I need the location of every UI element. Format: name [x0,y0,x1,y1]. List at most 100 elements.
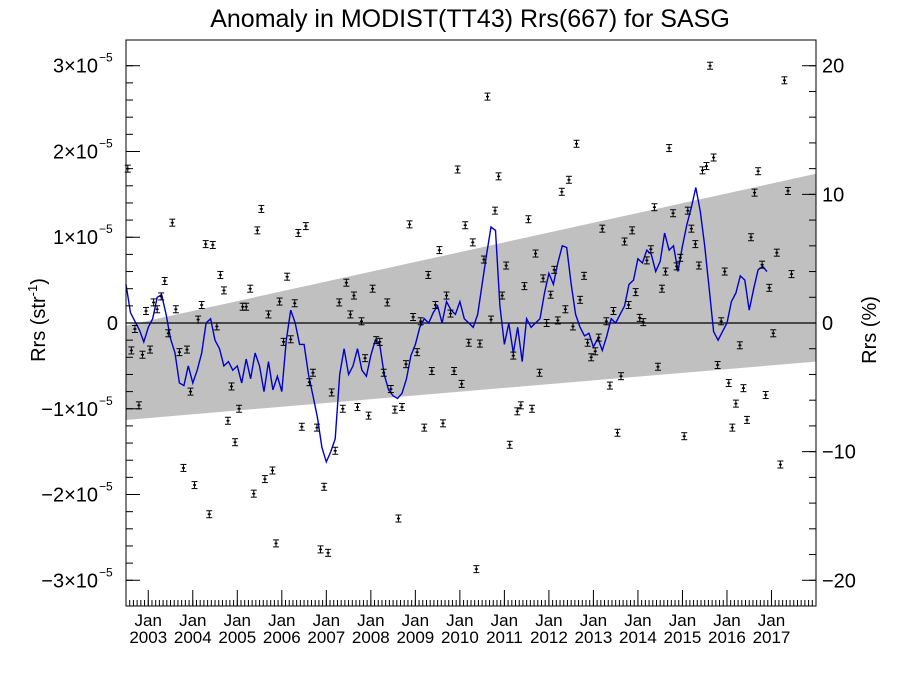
data-point [484,92,491,101]
data-point [258,204,265,213]
data-point [499,291,506,300]
y-tick-label: −2×10 [41,485,98,507]
x-tick-year: 2006 [263,628,301,647]
x-tick-year: 2009 [396,628,434,647]
data-point [232,438,239,447]
data-point [336,298,343,307]
data-point [339,404,346,413]
data-points-layer [124,61,795,574]
data-point [492,206,499,215]
x-tick-year: 2017 [753,628,791,647]
y-tick-exponent: −5 [99,480,113,494]
x-tick-year: 2003 [129,628,167,647]
data-point [654,362,661,371]
data-point [762,391,769,400]
data-point [562,305,569,314]
data-point [147,345,154,354]
x-tick-year: 2015 [664,628,702,647]
x-tick-month: Jan [535,611,562,630]
data-point [128,346,135,355]
data-point [387,385,394,394]
data-point [736,341,743,350]
data-point [198,300,205,309]
data-point [176,348,183,357]
x-tick-month: Jan [224,611,251,630]
data-point [172,305,179,314]
data-point [788,270,795,279]
data-point [369,284,376,293]
data-point [195,315,202,324]
data-point [525,215,532,224]
left-y-ticks-layer: 3×10 −52×10 −51×10 −50−1×10 −5−2×10 −5−3×10 −5 [41,51,140,592]
data-point [380,368,387,377]
y-tick-label: −1×10 [41,399,98,421]
data-point [677,253,684,262]
data-point [569,322,576,331]
data-point [143,306,150,315]
data-point [721,267,728,276]
data-point [488,315,495,324]
data-point [328,388,335,397]
data-point [503,261,510,270]
data-point [699,166,706,175]
x-tick-year: 2011 [486,628,523,647]
data-point [766,283,773,292]
data-point [725,379,732,388]
data-point [421,423,428,432]
data-point [131,325,138,334]
y-tick-exponent: −5 [99,51,113,65]
data-point [643,256,650,265]
data-point [662,267,669,276]
data-point [565,175,572,184]
data-point [581,271,588,280]
x-tick-year: 2012 [530,628,568,647]
data-point [458,379,465,388]
data-point [391,405,398,414]
data-point [284,272,291,281]
data-point [599,224,606,233]
data-point [514,407,521,416]
data-point [759,260,766,269]
data-point [447,309,454,318]
data-point [254,226,261,235]
data-point [695,261,702,270]
data-point [540,274,547,283]
data-point [751,188,758,197]
x-tick-year: 2016 [708,628,746,647]
data-point [640,318,647,327]
data-point [476,339,483,348]
data-point [273,539,280,548]
x-ticks-layer: Jan2003Jan2004Jan2005Jan2006Jan2007Jan20… [125,590,817,647]
data-point [154,305,161,314]
data-point [666,144,673,153]
x-tick-year: 2005 [218,628,256,647]
data-point [317,545,324,554]
data-point [406,220,413,229]
x-tick-month: Jan [713,611,740,630]
data-point [224,416,231,425]
x-tick-year: 2013 [575,628,613,647]
data-point [610,306,617,315]
data-point [276,297,283,306]
data-point [773,248,780,257]
x-tick-year: 2014 [619,628,657,647]
right-y-ticks-layer: 20 10 0 −10 −20 [802,39,856,607]
y-tick-label: 0 [107,313,118,335]
data-point [298,422,305,431]
data-point [384,298,391,307]
data-point [592,347,599,356]
data-point [714,361,721,370]
data-point [436,246,443,255]
data-point [480,255,487,264]
data-point [332,446,339,455]
data-point [703,162,710,171]
data-point [213,322,220,331]
data-point [784,186,791,195]
data-point [547,290,554,299]
y-axis-label-left: Rrs (str-1) [25,278,50,362]
y-tick-exponent: −5 [99,136,113,150]
data-point [403,360,410,369]
data-point [636,313,643,322]
data-point [543,319,550,327]
data-point [309,368,316,377]
